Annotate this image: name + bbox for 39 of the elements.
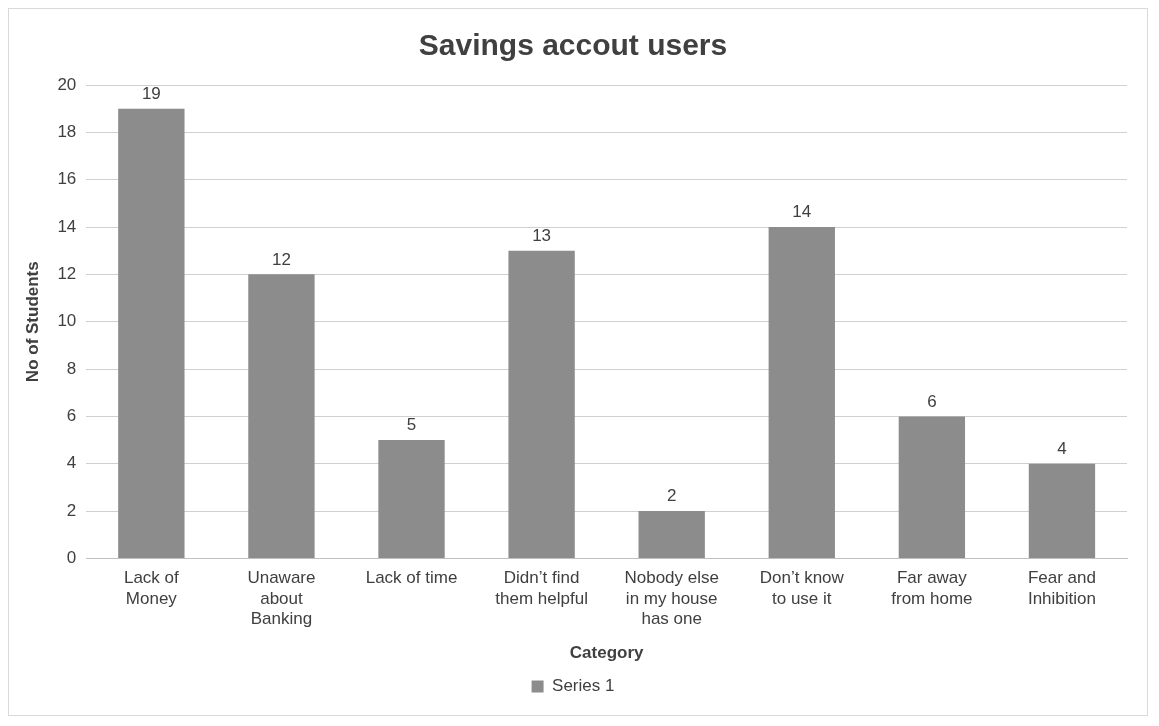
data-label: 12 — [271, 249, 291, 269]
x-tick-label: Lack of Money — [123, 568, 180, 608]
x-tick-label: Nobody else in my house has one — [624, 568, 719, 629]
data-label: 13 — [532, 225, 552, 245]
y-tick-label: 14 — [57, 216, 77, 236]
bar — [378, 440, 445, 558]
data-label: 19 — [141, 83, 161, 103]
y-tick-label: 8 — [66, 358, 77, 378]
data-label: 6 — [927, 391, 937, 411]
data-label: 14 — [792, 202, 812, 222]
x-tick-label: Don’t know to use it — [759, 568, 845, 608]
y-tick-label: 20 — [57, 74, 77, 94]
x-tick-label: Far away from home — [891, 568, 973, 608]
legend-label: Series 1 — [552, 676, 615, 696]
x-tick-label: Fear and Inhibition — [1027, 568, 1096, 608]
y-tick-label: 4 — [66, 453, 77, 473]
x-tick-label: Didn’t find them helpful — [495, 568, 588, 608]
bar — [768, 227, 835, 558]
y-tick-label: 6 — [66, 406, 77, 426]
bar — [508, 250, 575, 558]
data-label: 2 — [666, 486, 677, 506]
y-tick-label: 18 — [57, 122, 77, 142]
y-tick-label: 12 — [57, 264, 77, 284]
x-axis-title: Category — [569, 643, 645, 663]
y-axis-title: No of Students — [22, 261, 42, 383]
data-label: 4 — [1057, 438, 1067, 458]
bar — [248, 274, 315, 558]
bar — [898, 416, 966, 558]
y-tick-label: 0 — [66, 548, 77, 568]
bar — [1028, 463, 1096, 558]
y-tick-label: 2 — [66, 500, 77, 520]
x-tick-label: Lack of time — [365, 568, 458, 588]
bar — [638, 511, 705, 558]
y-tick-label: 10 — [57, 311, 77, 331]
chart-title: Savings accout users — [418, 28, 728, 62]
data-label: 5 — [406, 415, 417, 435]
bar — [118, 108, 185, 558]
y-tick-label: 16 — [57, 169, 77, 189]
x-tick-label: Unaware about Banking — [247, 568, 316, 629]
